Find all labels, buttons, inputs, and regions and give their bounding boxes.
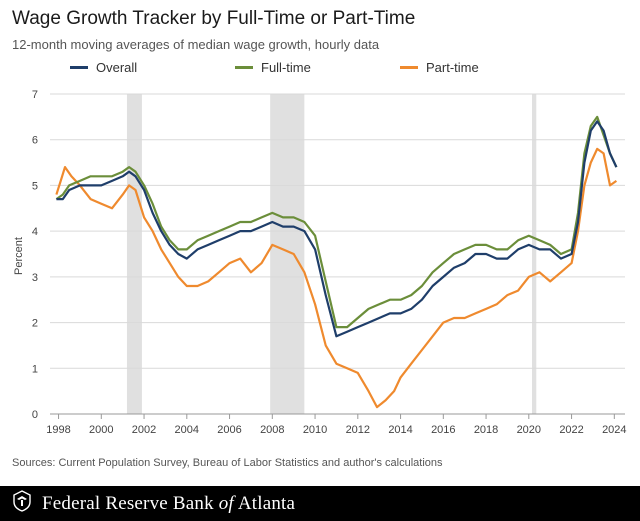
legend-label-fulltime: Full-time <box>261 60 311 75</box>
x-tick-label: 2018 <box>474 424 498 436</box>
series-line-parttime <box>55 147 618 409</box>
y-tick-label: 3 <box>32 272 38 284</box>
y-tick-label: 0 <box>32 409 38 421</box>
x-tick-label: 2004 <box>175 424 199 436</box>
x-tick-label: 2020 <box>517 424 541 436</box>
y-tick-label: 6 <box>32 135 38 147</box>
legend-item-fulltime: Full-time <box>235 60 311 75</box>
legend-item-parttime: Part-time <box>400 60 479 75</box>
recession-band-0 <box>126 94 142 414</box>
recession-band-1 <box>270 94 305 414</box>
x-tick-label: 2008 <box>260 424 284 436</box>
chart-subtitle: 12-month moving averages of median wage … <box>12 37 380 52</box>
series-lines <box>55 115 618 409</box>
footer-bar: Federal Reserve Bank of Atlanta <box>0 486 640 521</box>
axes: 0 1 2 3 4 5 6 7 1998 2000 2002 2004 2006 2008 2010 2012… <box>32 89 627 436</box>
recession-band-2 <box>532 94 537 414</box>
footer-org-name: Federal Reserve Bank of Atlanta <box>42 493 295 515</box>
x-tick-label: 2002 <box>132 424 156 436</box>
y-tick-label: 2 <box>32 318 38 330</box>
source-note: Sources: Current Population Survey, Bure… <box>12 457 443 469</box>
x-tick-label: 2012 <box>346 424 370 436</box>
series-line-overall <box>56 120 618 338</box>
legend-item-overall: Overall <box>70 60 137 75</box>
legend-label-overall: Overall <box>96 60 138 75</box>
legend-swatch-fulltime <box>235 66 253 69</box>
x-tick-label: 2016 <box>431 424 455 436</box>
x-tick-label: 2014 <box>388 424 412 436</box>
chart-legend: Overall Full-time Part-time <box>0 60 640 78</box>
y-tick-label: 7 <box>32 89 38 101</box>
legend-swatch-parttime <box>400 66 418 69</box>
eagle-seal-icon <box>12 490 32 517</box>
footer-org-suffix: Atlanta <box>233 492 296 514</box>
grid-lines <box>50 93 625 369</box>
series-line-fulltime <box>55 115 618 329</box>
legend-label-parttime: Part-time <box>426 60 479 75</box>
y-tick-label: 5 <box>32 180 38 192</box>
x-tick-label: 2010 <box>303 424 327 436</box>
chart-title: Wage Growth Tracker by Full-Time or Part… <box>12 8 416 29</box>
x-tick-label: 2022 <box>559 424 583 436</box>
x-tick-label: 2024 <box>602 424 626 436</box>
footer-org-prefix: Federal Reserve Bank <box>42 492 219 514</box>
footer-org-of: of <box>218 492 234 514</box>
x-tick-label: 2000 <box>89 424 113 436</box>
line-chart: 0 1 2 3 4 5 6 7 1998 2000 2002 2004 2006 2008 2010 2012… <box>13 89 627 436</box>
y-tick-label: 4 <box>32 226 38 238</box>
x-tick-label: 1998 <box>46 424 70 436</box>
y-tick-label: 1 <box>32 363 38 375</box>
y-axis-label: Percent <box>13 237 25 275</box>
legend-swatch-overall <box>70 66 88 69</box>
x-tick-label: 2006 <box>217 424 241 436</box>
